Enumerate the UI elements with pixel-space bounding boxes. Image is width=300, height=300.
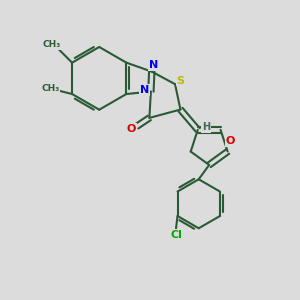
Text: S: S <box>176 76 184 85</box>
Text: N: N <box>140 85 149 95</box>
Text: H: H <box>202 122 210 133</box>
Text: O: O <box>226 136 236 146</box>
Text: Cl: Cl <box>170 230 182 239</box>
Text: N: N <box>148 60 158 70</box>
Text: CH₃: CH₃ <box>43 40 61 49</box>
Text: O: O <box>127 124 136 134</box>
Text: CH₃: CH₃ <box>41 83 60 92</box>
